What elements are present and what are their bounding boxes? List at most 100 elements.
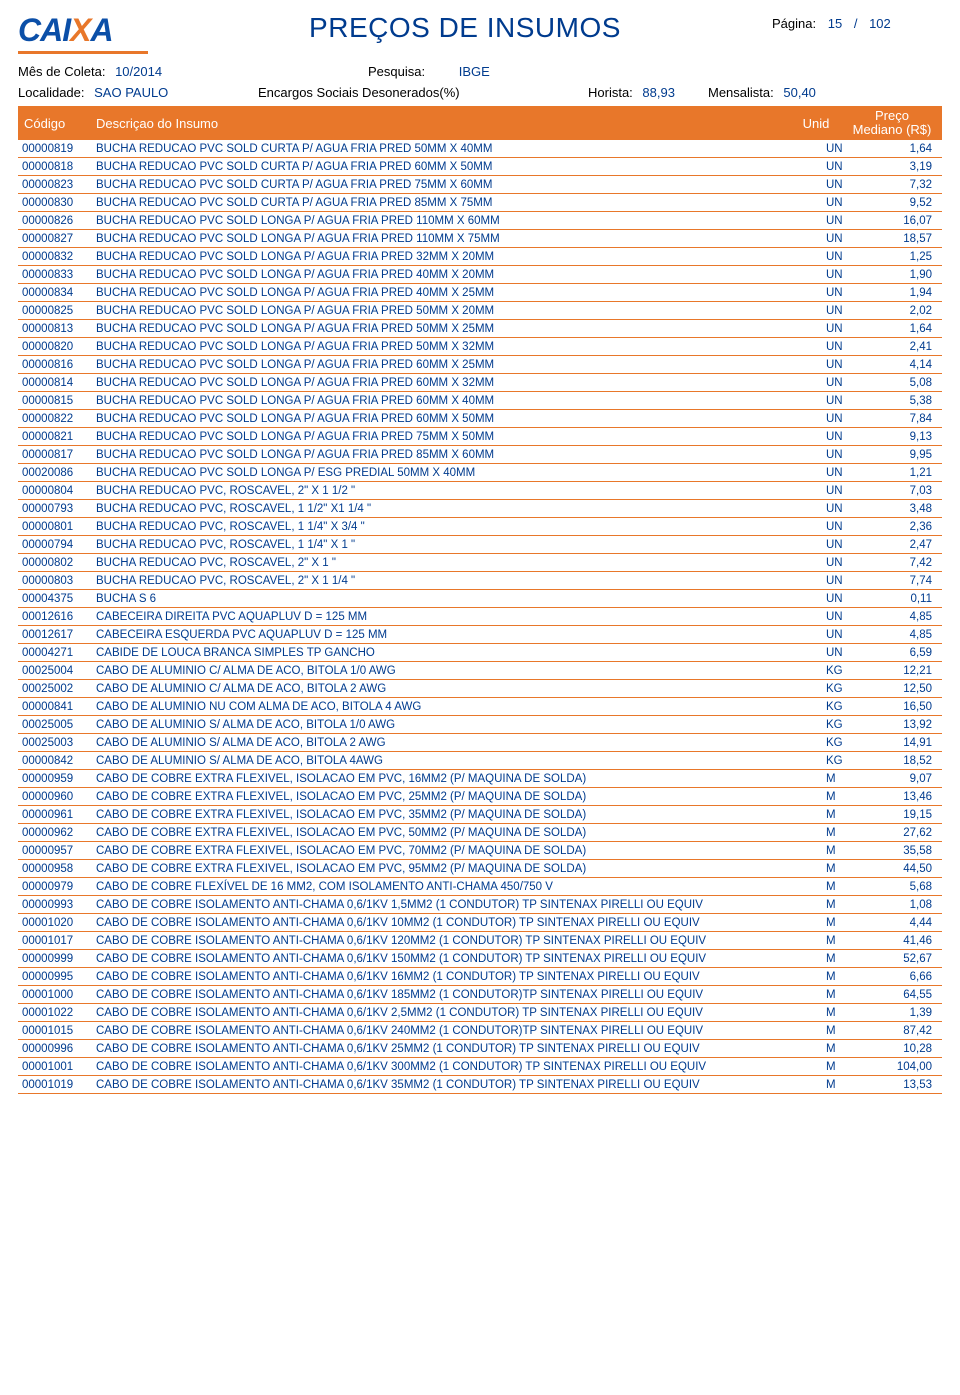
cell-unid: UN [818,143,870,155]
cell-unid: UN [818,467,870,479]
cell-codigo: 00000793 [18,503,90,515]
cell-desc: BUCHA REDUCAO PVC SOLD LONGA P/ AGUA FRI… [90,215,818,227]
local-value: SAO PAULO [94,85,168,100]
cell-desc: CABO DE ALUMINIO S/ ALMA DE ACO, BITOLA … [90,755,818,767]
table-row: 00000815BUCHA REDUCAO PVC SOLD LONGA P/ … [18,392,942,410]
cell-preco: 13,53 [870,1079,942,1091]
cell-preco: 16,07 [870,215,942,227]
table-row: 00000802BUCHA REDUCAO PVC, ROSCAVEL, 2" … [18,554,942,572]
cell-codigo: 00000958 [18,863,90,875]
cell-unid: UN [818,611,870,623]
cell-preco: 35,58 [870,845,942,857]
cell-preco: 12,50 [870,683,942,695]
cell-codigo: 00025003 [18,737,90,749]
cell-preco: 7,84 [870,413,942,425]
cell-unid: KG [818,701,870,713]
table-row: 00000813BUCHA REDUCAO PVC SOLD LONGA P/ … [18,320,942,338]
cell-unid: M [818,989,870,1001]
caixa-logo: CAIXA [18,12,158,54]
cell-codigo: 00000822 [18,413,90,425]
cell-codigo: 00000801 [18,521,90,533]
cell-preco: 87,42 [870,1025,942,1037]
cell-codigo: 00000962 [18,827,90,839]
page-total: 102 [869,16,891,31]
meta-row-1: Mês de Coleta: 10/2014 Pesquisa: IBGE [18,64,942,79]
cell-codigo: 00001019 [18,1079,90,1091]
cell-desc: BUCHA REDUCAO PVC SOLD LONGA P/ AGUA FRI… [90,341,818,353]
cell-unid: UN [818,359,870,371]
cell-codigo: 00001020 [18,917,90,929]
cell-unid: M [818,1061,870,1073]
cell-unid: M [818,827,870,839]
cell-unid: UN [818,593,870,605]
table-row: 00000842CABO DE ALUMINIO S/ ALMA DE ACO,… [18,752,942,770]
cell-desc: BUCHA REDUCAO PVC SOLD LONGA P/ AGUA FRI… [90,305,818,317]
cell-desc: BUCHA REDUCAO PVC SOLD LONGA P/ AGUA FRI… [90,395,818,407]
table-row: 00000814BUCHA REDUCAO PVC SOLD LONGA P/ … [18,374,942,392]
table-row: 00001022CABO DE COBRE ISOLAMENTO ANTI-CH… [18,1004,942,1022]
cell-preco: 13,46 [870,791,942,803]
cell-preco: 1,64 [870,323,942,335]
cell-desc: BUCHA REDUCAO PVC SOLD LONGA P/ AGUA FRI… [90,269,818,281]
table-row: 00000995CABO DE COBRE ISOLAMENTO ANTI-CH… [18,968,942,986]
col-codigo: Código [18,116,90,131]
col-descricao: Descriçao do Insumo [90,116,790,131]
cell-unid: M [818,773,870,785]
cell-unid: UN [818,431,870,443]
table-row: 00000999CABO DE COBRE ISOLAMENTO ANTI-CH… [18,950,942,968]
cell-preco: 64,55 [870,989,942,1001]
cell-preco: 4,85 [870,629,942,641]
cell-codigo: 00000815 [18,395,90,407]
cell-unid: UN [818,287,870,299]
table-row: 00000819BUCHA REDUCAO PVC SOLD CURTA P/ … [18,140,942,158]
cell-preco: 1,25 [870,251,942,263]
cell-desc: BUCHA REDUCAO PVC, ROSCAVEL, 2" X 1 1/4 … [90,575,818,587]
table-row: 00000958CABO DE COBRE EXTRA FLEXIVEL, IS… [18,860,942,878]
cell-desc: CABO DE COBRE ISOLAMENTO ANTI-CHAMA 0,6/… [90,1079,818,1091]
cell-preco: 6,66 [870,971,942,983]
cell-unid: UN [818,197,870,209]
table-row: 00025005CABO DE ALUMINIO S/ ALMA DE ACO,… [18,716,942,734]
cell-desc: CABO DE COBRE ISOLAMENTO ANTI-CHAMA 0,6/… [90,899,818,911]
cell-codigo: 00001022 [18,1007,90,1019]
cell-unid: UN [818,413,870,425]
cell-unid: M [818,863,870,875]
cell-unid: UN [818,395,870,407]
cell-unid: KG [818,719,870,731]
table-row: 00000821BUCHA REDUCAO PVC SOLD LONGA P/ … [18,428,942,446]
cell-unid: UN [818,305,870,317]
cell-codigo: 00000802 [18,557,90,569]
cell-unid: UN [818,521,870,533]
cell-desc: CABO DE ALUMINIO NU COM ALMA DE ACO, BIT… [90,701,818,713]
cell-desc: CABO DE ALUMINIO S/ ALMA DE ACO, BITOLA … [90,719,818,731]
cell-unid: M [818,1025,870,1037]
table-row: 00000832BUCHA REDUCAO PVC SOLD LONGA P/ … [18,248,942,266]
table-row: 00012617CABECEIRA ESQUERDA PVC AQUAPLUV … [18,626,942,644]
page-label: Página: [772,16,816,31]
cell-preco: 3,19 [870,161,942,173]
horista-label: Horista: [588,85,633,100]
cell-desc: CABO DE COBRE EXTRA FLEXIVEL, ISOLACAO E… [90,827,818,839]
cell-desc: CABO DE COBRE FLEXÍVEL DE 16 MM2, COM IS… [90,881,818,893]
cell-unid: KG [818,755,870,767]
cell-codigo: 00000959 [18,773,90,785]
cell-preco: 4,14 [870,359,942,371]
table-row: 00000818BUCHA REDUCAO PVC SOLD CURTA P/ … [18,158,942,176]
cell-codigo: 00000814 [18,377,90,389]
page-sep: / [854,16,858,31]
table-row: 00000823BUCHA REDUCAO PVC SOLD CURTA P/ … [18,176,942,194]
cell-codigo: 00000957 [18,845,90,857]
cell-codigo: 00000821 [18,431,90,443]
cell-desc: CABO DE COBRE ISOLAMENTO ANTI-CHAMA 0,6/… [90,1061,818,1073]
cell-preco: 4,85 [870,611,942,623]
cell-preco: 10,28 [870,1043,942,1055]
cell-codigo: 00000832 [18,251,90,263]
cell-desc: BUCHA REDUCAO PVC SOLD LONGA P/ AGUA FRI… [90,431,818,443]
cell-desc: BUCHA S 6 [90,593,818,605]
cell-codigo: 00000826 [18,215,90,227]
cell-unid: UN [818,575,870,587]
cell-desc: CABO DE COBRE ISOLAMENTO ANTI-CHAMA 0,6/… [90,1043,818,1055]
cell-desc: BUCHA REDUCAO PVC SOLD CURTA P/ AGUA FRI… [90,179,818,191]
mes-value: 10/2014 [115,64,162,79]
cell-preco: 5,38 [870,395,942,407]
